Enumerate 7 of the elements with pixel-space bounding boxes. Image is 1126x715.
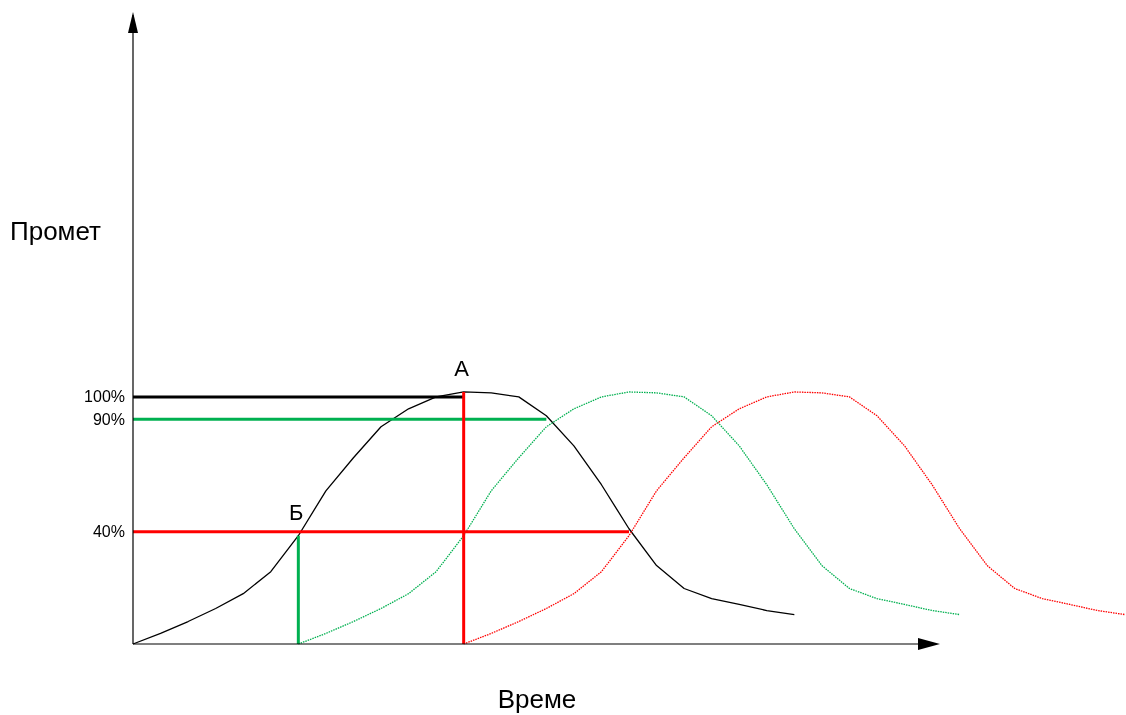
x-axis-title: Време <box>497 684 577 714</box>
y-axis-title: Промет <box>10 216 102 246</box>
y-tick-label: 90% <box>92 410 125 428</box>
y-tick-label: 40% <box>92 523 125 541</box>
y-tick-label: 100% <box>84 388 125 406</box>
annotation: Б <box>289 499 304 525</box>
annotation: А <box>454 355 470 381</box>
